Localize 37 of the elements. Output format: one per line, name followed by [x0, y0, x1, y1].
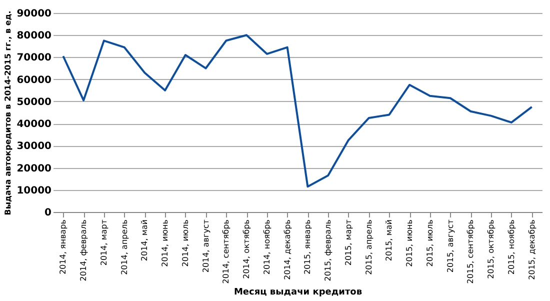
line-series — [62, 34, 533, 188]
x-tick-label: 2014, август — [201, 219, 210, 273]
y-tick-label: 30000 — [16, 141, 52, 152]
x-tick-label: 2014, декабрь — [282, 219, 292, 280]
x-tick-label: 2015, май — [384, 220, 394, 262]
y-tick-label: 80000 — [16, 30, 52, 42]
x-tick-label: 2014, ноябрь — [262, 219, 272, 275]
x-tick-label: 2015, июнь — [405, 219, 414, 267]
x-tick-label: 2015, февраль — [324, 219, 333, 282]
x-tick-label: 2014, сентябрь — [222, 219, 231, 284]
x-tick-label: 2014, январь — [58, 219, 68, 274]
y-tick-label: 0 — [44, 208, 52, 218]
y-tick-label: 90000 — [16, 8, 52, 20]
x-tick-label: 2015, январь — [303, 219, 312, 274]
y-tick-label: 40000 — [16, 119, 52, 130]
x-tick-label: 2015, декабрь — [527, 219, 536, 280]
x-tick-label: 2014, февраль — [79, 219, 88, 282]
x-tick-label: 2014, март — [99, 219, 108, 266]
y-tick-label: 50000 — [16, 96, 52, 108]
x-tick-label: 2015, август — [446, 219, 455, 273]
x-tick-label: 2015, октябрь — [486, 219, 496, 279]
y-tick-label: 60000 — [16, 74, 52, 86]
y-tick-label: 70000 — [16, 52, 52, 64]
y-tick-label: 20000 — [16, 163, 52, 174]
x-tick-label: 2014, май — [140, 220, 150, 262]
x-tick-label: 2014, октябрь — [242, 219, 252, 279]
x-tick-label: 2014, апрель — [120, 219, 129, 275]
x-tick-label: 2014, июль — [180, 219, 190, 267]
y-axis-title: Выдача автокредитов в 2014-2015 гг., в ед. — [4, 10, 13, 216]
x-tick-label: 2015, апрель — [364, 219, 374, 275]
x-tick-label: 2014, июнь — [160, 219, 170, 267]
x-axis-title: Месяц выдачи кредитов — [234, 288, 362, 298]
x-tick-label: 2015, март — [344, 219, 353, 266]
y-tick-label: 10000 — [16, 185, 52, 196]
x-tick-label: 2015, сентябрь — [466, 219, 476, 284]
x-tick-label: 2015, июль — [425, 219, 434, 267]
x-tick-label: 2015, ноябрь — [506, 219, 516, 275]
